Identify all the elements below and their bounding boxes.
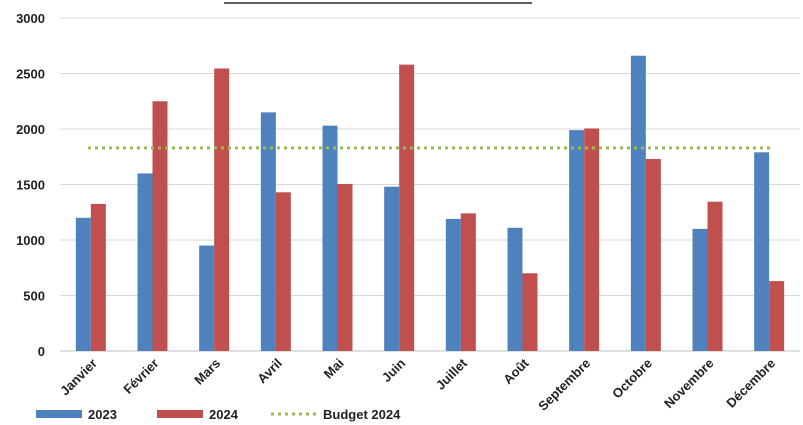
bar-2023-Mai [322, 125, 338, 351]
x-tick-label: Mai [321, 356, 347, 382]
x-tick-label: Décembre [723, 356, 778, 411]
x-axis-labels: Janvier Février Mars Avril Mai Juin Juillet Aoû… [57, 355, 778, 414]
x-tick-label: Septembre [535, 356, 593, 414]
bar-2023-Septembre [569, 130, 585, 351]
x-tick-label: Février [120, 356, 161, 397]
bar-2024-Juillet [460, 213, 476, 351]
bar-2024-Janvier [90, 203, 106, 351]
y-tick-label: 500 [23, 289, 45, 304]
legend-swatch [157, 410, 203, 418]
legend-label: Budget 2024 [323, 407, 401, 422]
bar-2023-Janvier [75, 217, 91, 351]
x-tick-label: Janvier [57, 356, 100, 399]
bar-2024-Juin [399, 64, 415, 352]
bar-2024-Septembre [584, 128, 600, 351]
bar-2023-Avril [260, 112, 276, 351]
x-tick-label: Octobre [609, 356, 655, 402]
y-tick-label: 1500 [16, 178, 45, 193]
y-tick-label: 2000 [16, 122, 45, 137]
bar-2023-Mars [199, 245, 215, 351]
legend-label: 2023 [88, 407, 117, 422]
x-tick-label: Avril [254, 356, 285, 387]
bar-2023-Juin [384, 186, 400, 351]
bar-2024-Avril [275, 192, 291, 351]
bar-2024-Novembre [707, 201, 723, 351]
x-tick-label: Novembre [661, 356, 717, 412]
y-tick-label: 2500 [16, 67, 45, 82]
bar-2023-Octobre [630, 55, 646, 352]
x-tick-label: Mars [191, 356, 223, 388]
x-tick-label: Août [500, 355, 532, 387]
bar-2023-Février [137, 173, 153, 351]
y-axis: 0 500 1000 1500 2000 2500 3000 [16, 11, 45, 359]
bars [75, 55, 785, 352]
bar-2024-Décembre [769, 281, 785, 351]
x-tick-label: Juin [379, 355, 409, 385]
legend-label: 2024 [209, 407, 239, 422]
bar-2024-Mai [337, 183, 353, 351]
bar-2024-Août [522, 273, 538, 351]
legend: 2023 2024 Budget 2024 [36, 407, 401, 422]
bar-2023-Août [507, 227, 523, 351]
bar-2023-Juillet [445, 218, 461, 351]
bar-2023-Novembre [692, 228, 708, 351]
y-tick-label: 0 [38, 344, 45, 359]
bar-2024-Février [152, 101, 168, 351]
y-tick-label: 3000 [16, 11, 45, 26]
bar-2024-Mars [214, 68, 230, 351]
grid [60, 17, 800, 352]
bar-2024-Octobre [645, 158, 661, 351]
x-tick-label: Juillet [433, 355, 471, 393]
legend-swatch [36, 410, 82, 418]
bar-2023-Décembre [754, 152, 770, 351]
y-tick-label: 1000 [16, 233, 45, 248]
